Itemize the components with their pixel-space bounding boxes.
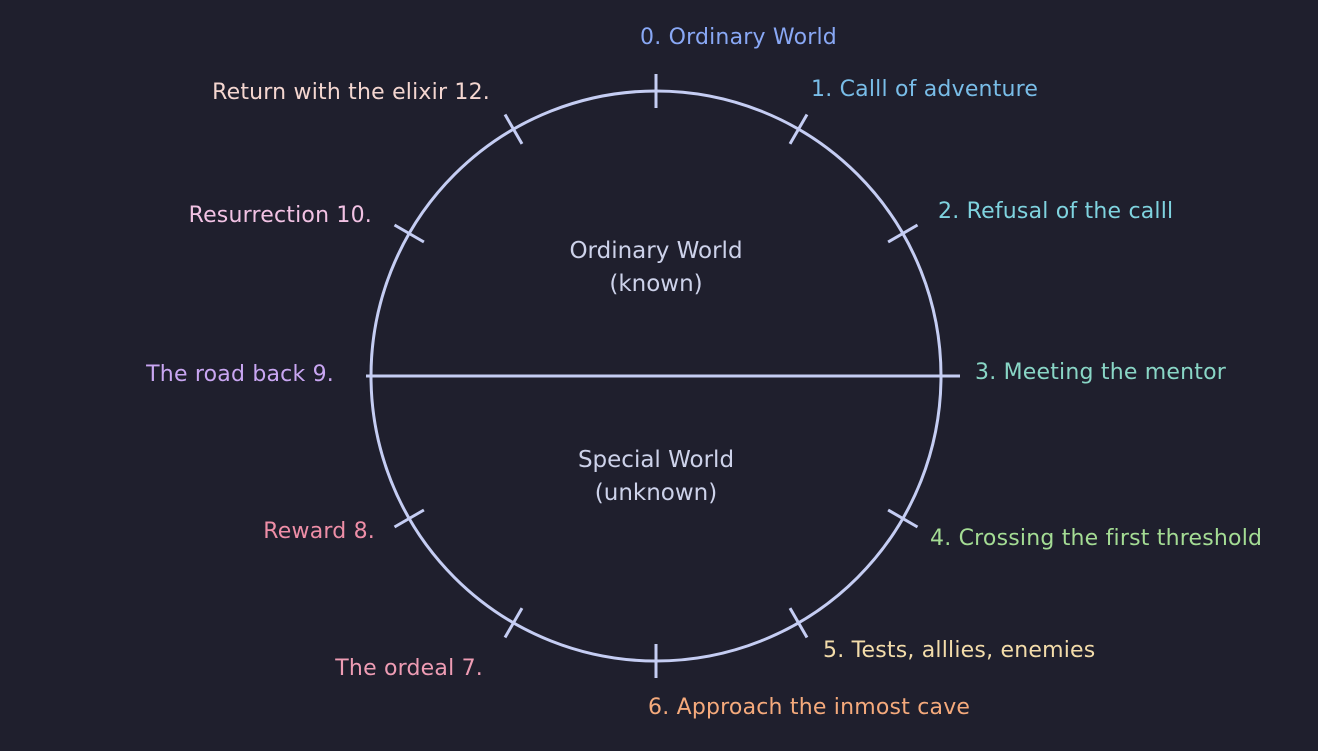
stage-tick-mark	[887, 508, 919, 529]
stage-tick-mark	[503, 113, 524, 145]
stage-6-label: 6. Approach the inmost cave	[648, 695, 971, 720]
stage-1-label: 1. Calll of adventure	[811, 77, 1039, 102]
stage-12-label: Return with the elixir 12.	[212, 80, 490, 105]
stage-tick-mark	[788, 113, 809, 145]
ordinary-world-region: Ordinary World (known)	[526, 235, 786, 301]
special-world-title: Special World	[577, 447, 735, 473]
stage-9-label: The road back 9.	[146, 362, 334, 387]
stage-4-label: 4. Crossing the first threshold	[930, 526, 1263, 551]
stage-tick-mark	[393, 508, 425, 529]
stage-7-label: The ordeal 7.	[335, 656, 483, 681]
stage-5-label: 5. Tests, alllies, enemies	[823, 638, 1096, 663]
special-world-region: Special World (unknown)	[526, 444, 786, 510]
stage-8-label: Reward 8.	[263, 519, 375, 544]
stage-2-label: 2. Refusal of the calll	[938, 199, 1174, 224]
stage-3-label: 3. Meeting the mentor	[975, 360, 1227, 385]
stage-tick-mark	[393, 223, 425, 244]
special-world-subtitle: (unknown)	[594, 480, 718, 506]
stage-10-label: Resurrection 10.	[188, 203, 372, 228]
stage-ticks	[393, 74, 919, 678]
stage-tick-mark	[503, 607, 524, 639]
stage-tick-mark	[788, 607, 809, 639]
ordinary-world-subtitle: (known)	[609, 271, 703, 297]
ordinary-world-title: Ordinary World	[569, 238, 743, 264]
stage-tick-mark	[887, 223, 919, 244]
stage-0-label: 0. Ordinary World	[640, 25, 837, 50]
